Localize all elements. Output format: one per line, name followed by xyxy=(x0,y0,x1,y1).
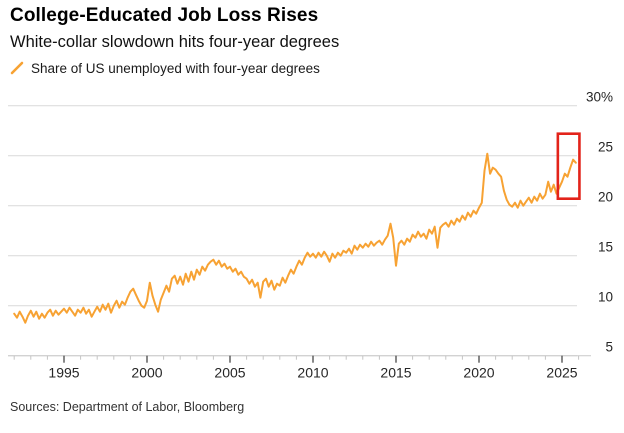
x-tick-label: 2020 xyxy=(463,365,494,381)
y-tick-label: 30% xyxy=(586,90,613,105)
chart-subtitle: White-collar slowdown hits four-year deg… xyxy=(10,33,340,51)
x-tick-label: 2005 xyxy=(214,365,245,381)
y-tick-label: 25 xyxy=(598,140,613,155)
unemployed-degree-share-line xyxy=(13,152,577,324)
legend-label: Share of US unemployed with four-year de… xyxy=(31,60,320,76)
source-note: Sources: Department of Labor, Bloomberg xyxy=(10,400,245,414)
x-tick-label: 1995 xyxy=(48,365,79,381)
x-tick-label: 2015 xyxy=(380,365,411,381)
highlight-rect xyxy=(556,132,581,200)
x-tick-label: 2010 xyxy=(297,365,328,381)
y-tick-label: 15 xyxy=(598,240,613,255)
y-tick-label: 10 xyxy=(598,290,613,305)
x-tick-label: 2000 xyxy=(131,365,162,381)
x-tick-label: 2025 xyxy=(546,365,577,381)
legend-slash-icon xyxy=(10,61,24,75)
chart-title: College-Educated Job Loss Rises xyxy=(10,5,319,26)
legend: Share of US unemployed with four-year de… xyxy=(10,60,320,76)
y-tick-label: 5 xyxy=(605,340,613,355)
y-tick-label: 20 xyxy=(598,190,613,205)
